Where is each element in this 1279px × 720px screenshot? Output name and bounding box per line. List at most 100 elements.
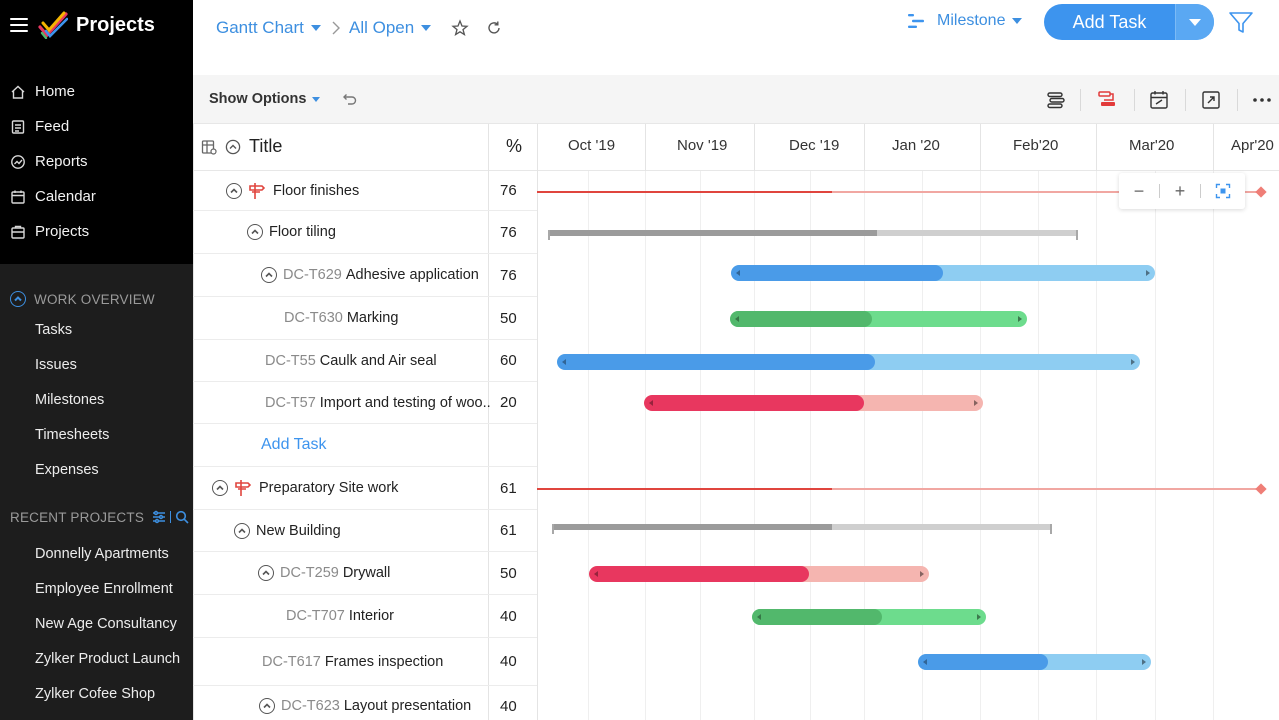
recent-project-item[interactable]: Zylker Cofee Shop: [35, 685, 156, 702]
more-options-icon[interactable]: [1251, 89, 1273, 111]
row-name: Drywall: [342, 565, 391, 581]
sidebar-item-expenses[interactable]: Expenses: [35, 461, 99, 478]
task-row[interactable]: DC-T57 Import and testing of woo.. 20: [193, 382, 537, 424]
task-bar[interactable]: [644, 395, 983, 411]
recent-project-item[interactable]: Donnelly Apartments: [35, 545, 169, 562]
filter-icon[interactable]: [1228, 10, 1254, 36]
add-task-link[interactable]: Add Task: [261, 436, 327, 453]
milestone-bar[interactable]: [537, 191, 1259, 193]
row-title: New Building: [234, 510, 341, 551]
tasklist-row[interactable]: Floor tiling 76: [193, 211, 537, 254]
milestone-row[interactable]: Preparatory Site work 61: [193, 467, 537, 510]
sidebar-item-timesheets[interactable]: Timesheets: [35, 426, 110, 443]
divider: [537, 124, 538, 720]
task-bar[interactable]: [557, 354, 1140, 370]
refresh-icon[interactable]: [485, 19, 503, 37]
search-icon[interactable]: [175, 510, 189, 524]
gridline: [1096, 171, 1097, 720]
chevron-right-icon: [332, 21, 340, 35]
add-task-button[interactable]: Add Task: [1072, 11, 1147, 32]
recent-project-item[interactable]: Employee Enrollment: [35, 580, 173, 597]
nav-item-home[interactable]: Home: [0, 74, 193, 109]
task-id: DC-T55: [265, 352, 316, 369]
recent-project-item[interactable]: New Age Consultancy: [35, 615, 177, 632]
zoom-in-button[interactable]: +: [1174, 180, 1186, 201]
nav-item-label: Calendar: [35, 188, 96, 205]
collapse-icon[interactable]: [259, 698, 275, 714]
nav-item-calendar[interactable]: Calendar: [0, 179, 193, 214]
sidebar-item-milestones[interactable]: Milestones: [35, 391, 105, 408]
add-task-dropdown[interactable]: [1175, 4, 1214, 40]
sidebar-top: Projects Home Feed Reports Calendar Proj…: [0, 0, 193, 264]
task-row[interactable]: DC-T259 Drywall 50: [193, 552, 537, 595]
tasklist-bar[interactable]: [548, 230, 1078, 240]
chevron-down-icon: [310, 25, 321, 31]
row-title: DC-T617 Frames inspection: [262, 638, 443, 685]
work-overview-heading[interactable]: WORK OVERVIEW: [0, 288, 155, 310]
tasklist-row[interactable]: New Building 61: [193, 510, 537, 552]
nav-item-label: Projects: [35, 223, 90, 240]
filter-settings-icon[interactable]: [152, 510, 166, 524]
task-row[interactable]: DC-T629 Adhesive application 76: [193, 254, 537, 297]
expand-icon[interactable]: [1200, 89, 1222, 111]
top-bar: Gantt Chart All Open Milestone Add Task: [193, 0, 1279, 75]
task-bar[interactable]: [731, 265, 1155, 281]
calendar-icon[interactable]: [1148, 89, 1170, 111]
task-row[interactable]: DC-T55 Caulk and Air seal 60: [193, 340, 537, 382]
collapse-all-icon[interactable]: [225, 139, 241, 155]
collapse-icon[interactable]: [10, 291, 26, 307]
collapse-icon[interactable]: [234, 522, 250, 539]
task-row[interactable]: DC-T617 Frames inspection 40: [193, 638, 537, 686]
divider: [645, 124, 646, 171]
milestone-row[interactable]: Floor finishes 76: [193, 171, 537, 211]
month-label: Apr'20: [1231, 137, 1274, 154]
undo-icon[interactable]: [340, 90, 358, 108]
row-name: Floor finishes: [273, 182, 360, 199]
collapse-icon[interactable]: [247, 224, 263, 240]
nav-item-reports[interactable]: Reports: [0, 144, 193, 179]
row-name: Layout presentation: [343, 698, 472, 714]
task-bar[interactable]: [918, 654, 1151, 670]
nav-item-projects[interactable]: Projects: [0, 214, 193, 249]
milestone-bar[interactable]: [537, 488, 1259, 490]
view-selector[interactable]: Gantt Chart: [216, 18, 321, 38]
show-options-button[interactable]: Show Options: [209, 91, 321, 107]
sidebar-item-tasks[interactable]: Tasks: [35, 321, 73, 338]
task-bar[interactable]: [752, 609, 986, 625]
row-percent: 50: [500, 564, 517, 582]
milestone-selector[interactable]: Milestone: [907, 12, 1023, 30]
baseline-icon[interactable]: [1096, 89, 1118, 111]
chevron-down-icon: [1012, 18, 1023, 24]
collapse-icon[interactable]: [226, 182, 242, 199]
row-percent: 76: [500, 182, 517, 199]
chevron-down-icon: [312, 96, 321, 102]
critical-path-icon[interactable]: [1045, 89, 1067, 111]
task-bar[interactable]: [730, 311, 1027, 327]
nav-item-label: Reports: [35, 153, 88, 170]
row-title: DC-T55 Caulk and Air seal: [265, 340, 437, 381]
column-settings-icon[interactable]: [201, 139, 217, 155]
collapse-icon[interactable]: [261, 267, 277, 283]
sidebar-item-issues[interactable]: Issues: [35, 356, 77, 373]
task-row[interactable]: DC-T630 Marking 50: [193, 297, 537, 340]
hamburger-menu-icon[interactable]: [10, 18, 28, 32]
row-name: Floor tiling: [269, 224, 336, 240]
star-icon[interactable]: [451, 19, 469, 37]
row-percent: 40: [500, 607, 517, 625]
nav-item-feed[interactable]: Feed: [0, 109, 193, 144]
recent-projects-heading: RECENT PROJECTS: [0, 506, 193, 528]
fit-to-screen-icon[interactable]: [1201, 183, 1245, 199]
collapse-icon[interactable]: [212, 480, 228, 496]
divider: [193, 124, 194, 720]
tasklist-bar[interactable]: [552, 524, 1052, 534]
filter-selector[interactable]: All Open: [349, 18, 432, 38]
task-bar[interactable]: [589, 566, 929, 582]
row-title: DC-T629 Adhesive application: [261, 254, 479, 296]
task-row[interactable]: DC-T623 Layout presentation 40: [193, 686, 537, 720]
zoom-out-button[interactable]: −: [1133, 180, 1145, 201]
gridline: [588, 171, 589, 720]
month-label: Nov '19: [677, 137, 728, 154]
task-row[interactable]: DC-T707 Interior 40: [193, 595, 537, 638]
recent-project-item[interactable]: Zylker Product Launch: [35, 650, 181, 667]
collapse-icon[interactable]: [258, 565, 274, 581]
